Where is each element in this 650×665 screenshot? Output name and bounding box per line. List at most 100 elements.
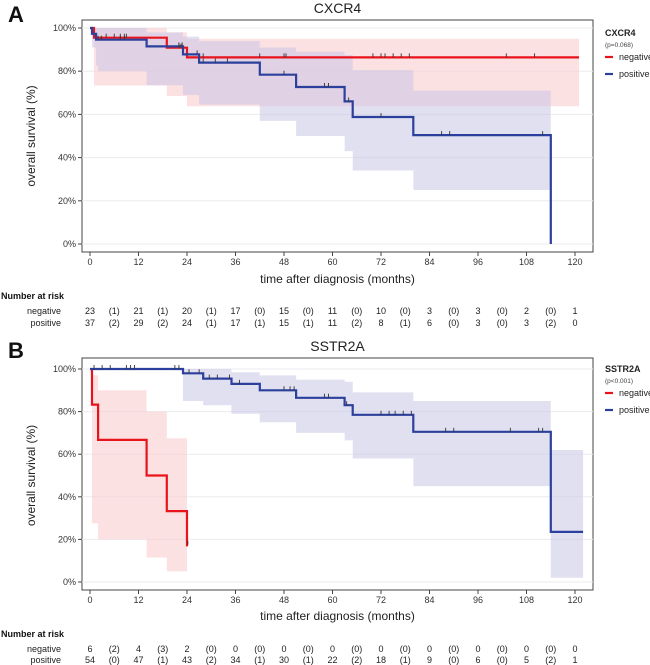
- risk-count: 6: [87, 644, 92, 654]
- risk-count: 17: [230, 318, 240, 328]
- legend-pvalue: (p=0.068): [605, 42, 633, 49]
- x-tick-label: 48: [279, 257, 289, 267]
- risk-count: 15: [279, 318, 289, 328]
- risk-count: 9: [427, 655, 432, 665]
- risk-count: 2: [184, 644, 189, 654]
- risk-count: 29: [133, 318, 143, 328]
- risk-count: 3: [427, 306, 432, 316]
- x-tick-label: 96: [473, 257, 483, 267]
- ci-band-negative: [92, 369, 187, 572]
- risk-count: 0: [378, 644, 383, 654]
- risk-count: (1): [303, 318, 314, 328]
- risk-count: (2): [351, 655, 362, 665]
- risk-count: (0): [545, 644, 556, 654]
- risk-count: 0: [330, 644, 335, 654]
- y-axis-label: overall survival (%): [24, 85, 38, 186]
- risk-row-label: positive: [30, 655, 61, 665]
- risk-count: (2): [545, 318, 556, 328]
- risk-table-header: Number at risk: [1, 291, 65, 301]
- y-tick-label: 60%: [58, 449, 76, 459]
- risk-count: (1): [157, 306, 168, 316]
- ci-band-positive: [182, 369, 584, 578]
- risk-count: 37: [85, 318, 95, 328]
- risk-count: 20: [182, 306, 192, 316]
- x-tick-label: 24: [182, 257, 192, 267]
- risk-count: 11: [328, 318, 337, 328]
- legend-pvalue: (p<0.001): [605, 378, 633, 385]
- x-tick-label: 84: [424, 257, 434, 267]
- chart-title: SSTR2A: [310, 338, 365, 354]
- x-tick-label: 108: [519, 595, 534, 605]
- risk-count: 0: [475, 644, 480, 654]
- risk-count: (0): [448, 318, 459, 328]
- risk-count: (1): [400, 318, 411, 328]
- risk-count: 0: [427, 644, 432, 654]
- survival-curve-negative: [90, 26, 579, 59]
- y-tick-label: 20%: [58, 196, 76, 206]
- risk-count: (0): [400, 306, 411, 316]
- risk-count: 0: [281, 644, 286, 654]
- risk-count: (0): [497, 644, 508, 654]
- y-tick-label: 60%: [58, 109, 76, 119]
- x-tick-label: 12: [133, 257, 143, 267]
- y-axis-label: overall survival (%): [24, 425, 38, 526]
- x-tick-label: 60: [327, 595, 337, 605]
- risk-count: 0: [572, 318, 577, 328]
- risk-count: (0): [497, 318, 508, 328]
- risk-count: (0): [351, 306, 362, 316]
- risk-count: 24: [182, 318, 192, 328]
- risk-count: 4: [136, 644, 141, 654]
- y-tick-label: 0%: [63, 239, 76, 249]
- risk-row-label: negative: [27, 306, 61, 316]
- risk-count: (2): [206, 655, 217, 665]
- risk-count: 8: [378, 318, 383, 328]
- risk-count: 2: [524, 306, 529, 316]
- risk-count: 17: [230, 306, 240, 316]
- risk-count: (1): [206, 318, 217, 328]
- x-tick-label: 96: [473, 595, 483, 605]
- risk-count: (0): [351, 644, 362, 654]
- y-tick-label: 100%: [53, 364, 76, 374]
- risk-count: (2): [109, 318, 120, 328]
- x-tick-label: 48: [279, 595, 289, 605]
- risk-count: 1: [572, 306, 577, 316]
- x-axis-label: time after diagnosis (months): [260, 272, 415, 286]
- panel-letter: B: [8, 338, 24, 363]
- risk-count: (0): [497, 306, 508, 316]
- risk-count: (0): [109, 655, 120, 665]
- risk-count: 0: [524, 644, 529, 654]
- survival-curve-positive: [90, 26, 552, 244]
- x-tick-label: 60: [327, 257, 337, 267]
- risk-count: 34: [230, 655, 240, 665]
- y-tick-label: 80%: [58, 407, 76, 417]
- risk-count: (1): [303, 655, 314, 665]
- risk-count: 0: [233, 644, 238, 654]
- x-tick-label: 0: [87, 257, 92, 267]
- x-tick-label: 84: [424, 595, 434, 605]
- x-tick-label: 36: [230, 257, 240, 267]
- y-tick-label: 80%: [58, 66, 76, 76]
- risk-count: (0): [545, 306, 556, 316]
- risk-count: 0: [572, 644, 577, 654]
- legend-label-negative: negative: [619, 52, 650, 62]
- risk-count: 22: [327, 655, 337, 665]
- risk-count: (1): [400, 655, 411, 665]
- y-tick-label: 20%: [58, 534, 76, 544]
- y-tick-label: 40%: [58, 153, 76, 163]
- legend-title: CXCR4: [605, 28, 636, 38]
- risk-count: (0): [448, 306, 459, 316]
- risk-count: (1): [157, 655, 168, 665]
- risk-count: (2): [545, 655, 556, 665]
- risk-count: 15: [279, 306, 289, 316]
- ci-band-positive: [90, 28, 551, 190]
- x-tick-label: 72: [376, 595, 386, 605]
- x-tick-label: 120: [567, 595, 582, 605]
- risk-count: 3: [475, 306, 480, 316]
- risk-count: 6: [427, 318, 432, 328]
- x-tick-label: 120: [567, 257, 582, 267]
- risk-count: (2): [109, 644, 120, 654]
- survival-curve-negative: [90, 369, 189, 547]
- risk-count: (3): [157, 644, 168, 654]
- risk-count: (0): [206, 644, 217, 654]
